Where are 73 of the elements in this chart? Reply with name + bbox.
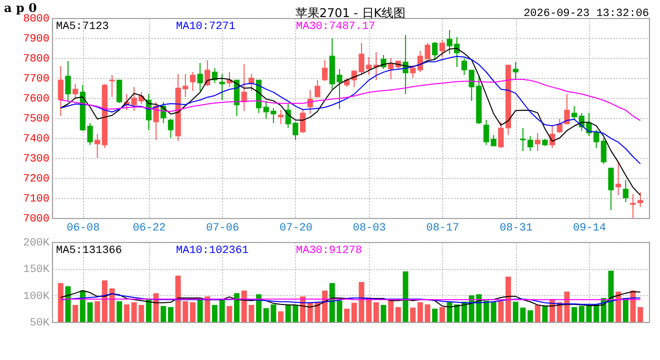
candlestick (219, 74, 225, 100)
candlestick (65, 60, 71, 102)
text: MA30:91278 (296, 245, 362, 257)
x-tick-label: 06-22 (132, 222, 166, 234)
line-series (60, 290, 641, 308)
candlestick (498, 122, 504, 148)
candlestick (622, 180, 628, 202)
text: MA10:102361 (176, 245, 250, 257)
candlestick (616, 162, 622, 196)
text: MA5:131366 (56, 245, 122, 257)
candlestick (190, 72, 196, 92)
x-tick-label: 08-31 (500, 222, 533, 234)
x-tick-label: 07-20 (279, 222, 312, 234)
candlestick (278, 110, 284, 124)
y-tick-label: 7900 (23, 34, 50, 46)
candlestick (630, 194, 636, 218)
candlestick (300, 108, 306, 134)
chart-title: 苹果2701 - 日K线图 (295, 6, 406, 20)
candlestick (534, 132, 540, 152)
text: MA30:7487.17 (296, 21, 376, 33)
candlestick (600, 138, 606, 164)
candlestick (512, 62, 518, 80)
x-tick-label: 06-08 (66, 222, 100, 234)
candlestick (241, 64, 247, 112)
y-tick-label: 7100 (23, 194, 50, 206)
candlestick (490, 134, 496, 146)
x-tick-label: 09-14 (572, 222, 606, 234)
y-tick-label: 7300 (23, 154, 50, 166)
y-tick-label: 7600 (23, 94, 50, 106)
y-tick-label: 7400 (23, 134, 50, 146)
candlestick (226, 72, 232, 88)
candlestick (483, 120, 490, 146)
y-tick-label: 7700 (23, 74, 50, 86)
candlestick (116, 80, 122, 104)
y-tick-label: 7500 (23, 114, 50, 126)
candlestick (410, 64, 416, 78)
line-series (60, 293, 641, 305)
x-tick-label: 07-06 (206, 222, 240, 234)
candlestick (432, 42, 438, 60)
y-tick-label: 7800 (23, 54, 50, 66)
candlestick (197, 62, 203, 92)
x-tick-label: 08-17 (426, 222, 460, 234)
candlestick (322, 60, 328, 82)
annotation: 2026-09-23 13:32:06 (524, 8, 649, 20)
candlestick (204, 60, 210, 86)
y-tick-label: 7000 (23, 214, 50, 226)
candlestick (402, 34, 408, 94)
candlestick (168, 118, 174, 138)
text: a p 0 (4, 1, 37, 15)
candlestick (638, 192, 644, 208)
candlestick (307, 90, 313, 114)
candlestick (439, 40, 446, 58)
candlestick (571, 106, 578, 120)
y-tick-label: 100K (23, 290, 50, 303)
y-tick-label: 8000 (23, 14, 50, 26)
y-tick-label: 7200 (23, 174, 50, 186)
y-tick-label: 150K (23, 264, 50, 276)
candlestick (94, 134, 100, 158)
candlestick (109, 74, 115, 98)
text: MA10:7271 (176, 21, 236, 33)
candlestick (72, 84, 78, 100)
candlestick (212, 68, 218, 84)
candlestick (608, 168, 614, 210)
candlestick (314, 80, 320, 98)
line-series (60, 56, 641, 164)
candlestick (153, 102, 159, 140)
candlestick (58, 66, 64, 116)
candlestick (380, 54, 386, 70)
y-tick-label: 200K (23, 238, 50, 250)
candlestick (388, 58, 394, 80)
x-tick-label: 08-03 (352, 222, 386, 234)
text: MA5:7123 (56, 21, 109, 33)
y-tick-label: 50K (30, 318, 50, 330)
